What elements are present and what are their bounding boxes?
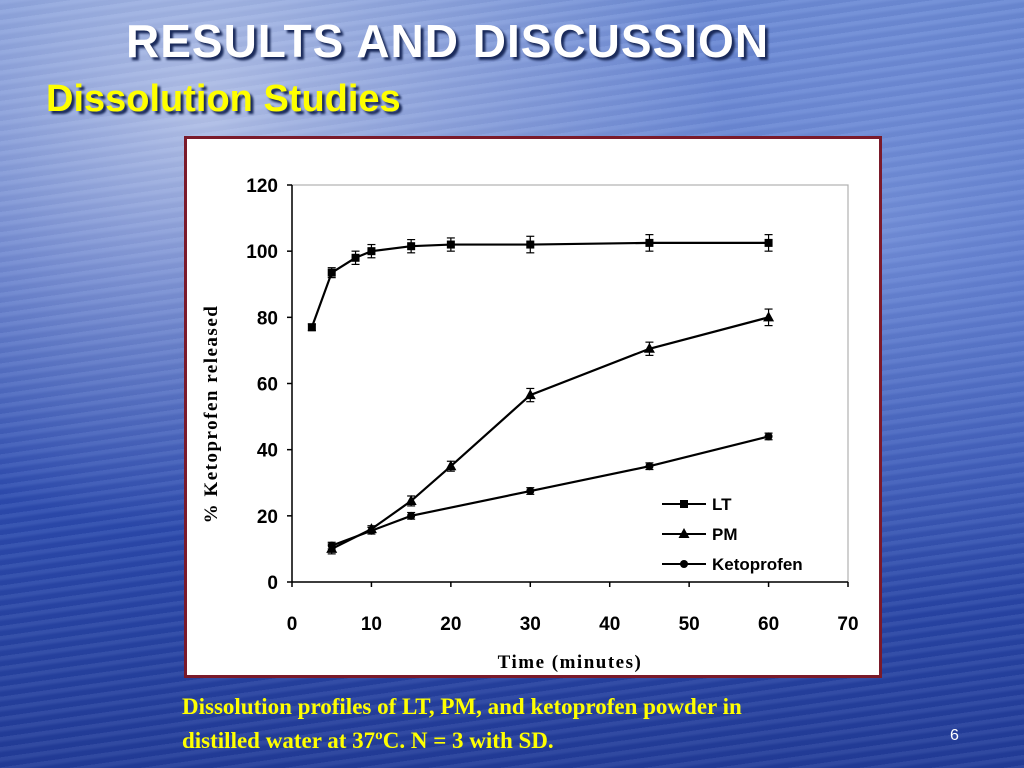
data-point-lt [327, 268, 336, 277]
data-point-ketoprofen [764, 432, 773, 441]
y-axis-label: % Ketoprofen released [201, 305, 222, 524]
x-tick-label: 20 [440, 614, 461, 635]
data-point-lt [526, 240, 535, 249]
chart-frame: 0 20 40 60 80 100 120 0 10 20 30 40 50 60 70 LT PM Ketop… [184, 136, 882, 678]
page-number: 6 [950, 727, 959, 744]
figure-caption: Dissolution profiles of LT, PM, and keto… [182, 690, 902, 758]
y-tick-label: 0 [267, 573, 278, 594]
legend-marker-ketoprofen [680, 560, 688, 568]
x-tick-label: 0 [287, 614, 298, 635]
data-point-pm [643, 342, 655, 353]
data-point-lt [407, 242, 416, 251]
x-tick-label: 60 [758, 614, 779, 635]
data-point-ketoprofen [407, 511, 416, 520]
data-point-lt [764, 238, 773, 247]
x-tick-label: 70 [837, 614, 858, 635]
data-point-ketoprofen [367, 526, 376, 535]
x-tick-label: 30 [520, 614, 541, 635]
y-tick-label: 20 [257, 507, 278, 528]
slide-subtitle: Dissolution Studies [46, 78, 401, 120]
y-tick-label: 80 [257, 308, 278, 329]
caption-line-1: Dissolution profiles of LT, PM, and keto… [182, 694, 742, 719]
y-tick-label: 60 [257, 375, 278, 396]
legend-marker-lt [680, 500, 688, 508]
data-point-pm [524, 389, 536, 400]
caption-line-2: distilled water at 37ºC. N = 3 with SD. [182, 728, 554, 753]
legend-label-lt: LT [712, 495, 732, 514]
data-point-ketoprofen [327, 541, 336, 550]
legend-marker-pm [678, 528, 690, 538]
slide-title: RESULTS AND DISCUSSION [126, 15, 770, 67]
series-line-pm [331, 316, 769, 550]
y-tick-label: 40 [257, 441, 278, 462]
data-point-lt [307, 323, 316, 332]
data-point-lt [351, 253, 360, 262]
y-tick-label: 100 [246, 242, 278, 263]
data-point-pm [405, 494, 417, 505]
data-point-ketoprofen [526, 487, 535, 496]
data-point-lt [645, 238, 654, 247]
x-tick-label: 10 [361, 614, 382, 635]
x-tick-label: 40 [599, 614, 620, 635]
y-tick-label: 120 [246, 176, 278, 197]
data-point-ketoprofen [645, 462, 654, 471]
dissolution-chart: 0 20 40 60 80 100 120 0 10 20 30 40 50 60 70 LT PM Ketop… [201, 176, 859, 673]
data-point-lt [367, 247, 376, 256]
legend-label-pm: PM [712, 525, 738, 544]
data-point-pm [763, 311, 775, 322]
x-axis-label: Time (minutes) [498, 652, 643, 673]
series-line-lt [310, 241, 769, 328]
data-point-lt [446, 240, 455, 249]
legend-label-ketoprofen: Ketoprofen [712, 555, 803, 574]
series-line-ketoprofen [331, 435, 769, 547]
data-point-pm [445, 460, 457, 471]
x-tick-label: 50 [679, 614, 700, 635]
